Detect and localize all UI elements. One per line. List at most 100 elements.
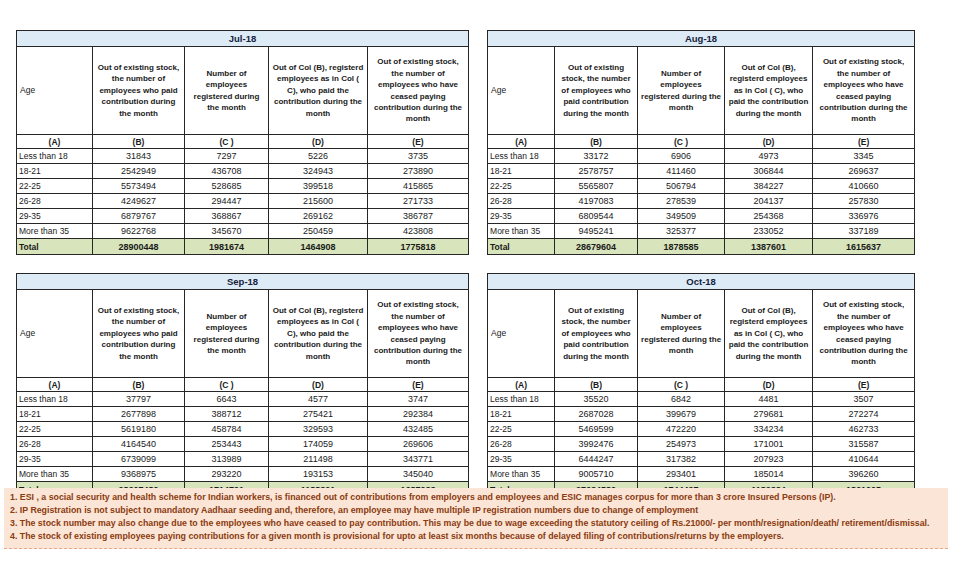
table-row: 26-284197083278539204137257830 (488, 194, 915, 209)
month-title: Aug-18 (488, 31, 915, 47)
column-header-c: Number of employees registered during th… (185, 47, 269, 135)
table-row: More than 359005710293401185014396260 (488, 467, 915, 482)
value-cell: 399679 (638, 407, 725, 422)
value-cell: 185014 (725, 467, 813, 482)
age-cell: 22-25 (17, 179, 93, 194)
age-cell: Less than 18 (488, 149, 555, 164)
value-cell: 31843 (93, 149, 185, 164)
value-cell: 279681 (725, 407, 813, 422)
value-cell: 345040 (368, 467, 469, 482)
table-row: 29-356739099313989211498343771 (17, 452, 469, 467)
column-letter-e: (E) (813, 378, 915, 392)
value-cell: 275421 (269, 407, 368, 422)
value-cell: 4481 (725, 392, 813, 407)
value-cell: 207923 (725, 452, 813, 467)
age-cell: Less than 18 (17, 149, 93, 164)
value-cell: 6444247 (555, 452, 638, 467)
value-cell: 411460 (638, 164, 725, 179)
value-cell: 204137 (725, 194, 813, 209)
age-cell: Less than 18 (488, 392, 555, 407)
value-cell: 233052 (725, 224, 813, 239)
value-cell: 317382 (638, 452, 725, 467)
value-cell: 9005710 (555, 467, 638, 482)
table-row: 26-283992476254973171001315587 (488, 437, 915, 452)
footnote-1: 1. ESI , a social security and health sc… (10, 491, 942, 504)
value-cell: 253443 (185, 437, 269, 452)
column-header-b: Out of existing stock, the number of emp… (93, 47, 185, 135)
value-cell: 315587 (813, 437, 915, 452)
table-row: 29-356444247317382207923410644 (488, 452, 915, 467)
table-row: 18-212677898388712275421292384 (17, 407, 469, 422)
value-cell: 6842 (638, 392, 725, 407)
value-cell: 6809544 (555, 209, 638, 224)
column-header-b: Out of existing stock, the number of emp… (555, 47, 638, 135)
total-cell: 28900448 (93, 239, 185, 255)
value-cell: 384227 (725, 179, 813, 194)
value-cell: 343771 (368, 452, 469, 467)
table-row: 18-212542949436708324943273890 (17, 164, 469, 179)
column-header-e: Out of existing stock, the number of emp… (368, 290, 469, 378)
value-cell: 337189 (813, 224, 915, 239)
column-header-d: Out of Col (B), registerd employees as i… (725, 47, 813, 135)
age-cell: 29-35 (488, 452, 555, 467)
value-cell: 2578757 (555, 164, 638, 179)
age-cell: Less than 18 (17, 392, 93, 407)
column-letter-c: (C ) (185, 378, 269, 392)
table-row: Oct-18 (488, 274, 915, 290)
age-cell: More than 35 (488, 467, 555, 482)
column-letter-b: (B) (555, 378, 638, 392)
total-cell: 1464908 (269, 239, 368, 255)
value-cell: 5573494 (93, 179, 185, 194)
table-row: 26-284164540253443174059269606 (17, 437, 469, 452)
column-header-e: Out of existing stock, the number of emp… (368, 47, 469, 135)
value-cell: 329593 (269, 422, 368, 437)
month-title: Oct-18 (488, 274, 915, 290)
table-aug-18: Aug-18 Age Out of existing stock, the nu… (487, 30, 915, 255)
value-cell: 269606 (368, 437, 469, 452)
value-cell: 6906 (638, 149, 725, 164)
value-cell: 3992476 (555, 437, 638, 452)
value-cell: 336976 (813, 209, 915, 224)
total-cell: 1878585 (638, 239, 725, 255)
value-cell: 458784 (185, 422, 269, 437)
table-jul-18: Jul-18 Age Out of existing stock, the nu… (16, 30, 469, 255)
value-cell: 415865 (368, 179, 469, 194)
column-header-d: Out of Col (B), registerd employees as i… (269, 290, 368, 378)
value-cell: 462733 (813, 422, 915, 437)
value-cell: 257830 (813, 194, 915, 209)
age-cell: 18-21 (17, 164, 93, 179)
table-row: 22-255573494528685399518415865 (17, 179, 469, 194)
value-cell: 334234 (725, 422, 813, 437)
table-row: Sep-18 (17, 274, 469, 290)
value-cell: 436708 (185, 164, 269, 179)
value-cell: 33172 (555, 149, 638, 164)
value-cell: 7297 (185, 149, 269, 164)
value-cell: 9495241 (555, 224, 638, 239)
month-title: Jul-18 (17, 31, 469, 47)
table-row: 22-255565807506794384227410660 (488, 179, 915, 194)
column-header-c: Number of employees registered during th… (638, 47, 725, 135)
column-letter-b: (B) (93, 378, 185, 392)
column-header-d: Out of Col (B), registerd employees as i… (725, 290, 813, 378)
column-letter-d: (D) (269, 135, 368, 149)
value-cell: 2542949 (93, 164, 185, 179)
value-cell: 215600 (269, 194, 368, 209)
value-cell: 349509 (638, 209, 725, 224)
column-letter-a: (A) (488, 378, 555, 392)
column-letter-b: (B) (555, 135, 638, 149)
table-row: 22-255469599472220334234462733 (488, 422, 915, 437)
age-cell: 18-21 (488, 164, 555, 179)
tables-row-top: Jul-18 Age Out of existing stock, the nu… (16, 30, 942, 255)
value-cell: 278539 (638, 194, 725, 209)
value-cell: 5226 (269, 149, 368, 164)
age-cell: 26-28 (17, 437, 93, 452)
value-cell: 171001 (725, 437, 813, 452)
table-row: Age Out of existing stock, the number of… (17, 47, 469, 135)
value-cell: 37797 (93, 392, 185, 407)
column-letter-d: (D) (269, 378, 368, 392)
report-tables: Jul-18 Age Out of existing stock, the nu… (16, 30, 942, 516)
age-cell: More than 35 (17, 467, 93, 482)
value-cell: 410644 (813, 452, 915, 467)
value-cell: 6643 (185, 392, 269, 407)
value-cell: 4197083 (555, 194, 638, 209)
